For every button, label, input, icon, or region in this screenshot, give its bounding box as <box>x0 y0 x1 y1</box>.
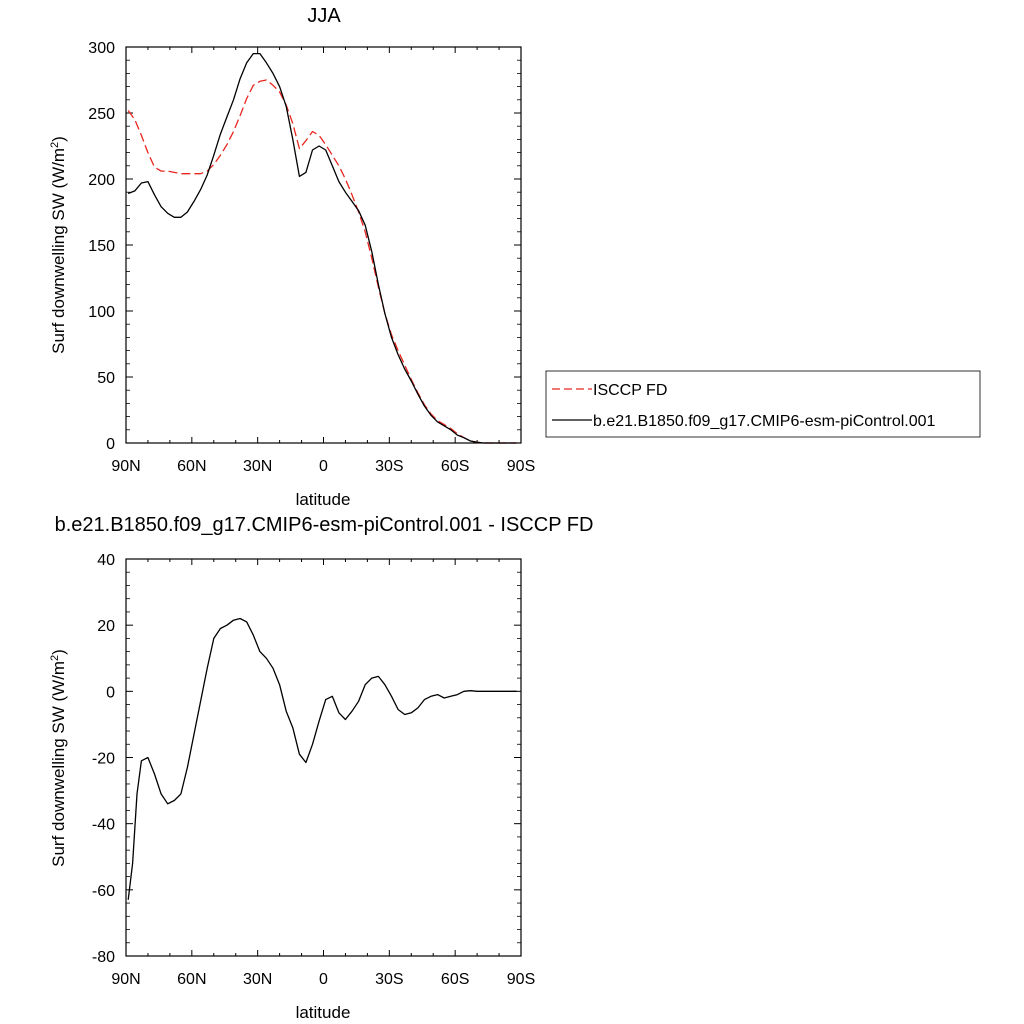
top-y-tick-label: 0 <box>106 436 115 453</box>
top-y-tick-label: 250 <box>88 106 115 123</box>
bottom-y-tick-label: -60 <box>92 883 115 900</box>
top-x-tick-label: 90N <box>111 458 140 475</box>
bottom-y-tick-label: 0 <box>106 684 115 701</box>
top-x-tick-label: 30S <box>375 458 403 475</box>
top-x-axis-label: latitude <box>296 490 351 509</box>
bottom-x-tick-label: 60S <box>441 971 469 988</box>
bottom-panel-chart: b.e21.B1850.f09_g17.CMIP6-esm-piControl.… <box>49 514 593 1022</box>
bottom-y-tick-label: -80 <box>92 949 115 966</box>
bottom-chart-title: b.e21.B1850.f09_g17.CMIP6-esm-piControl.… <box>55 514 594 536</box>
top-y-tick-label: 300 <box>88 40 115 57</box>
top-y-tick-label: 50 <box>97 370 115 387</box>
top-panel-chart: JJA 90N 60N 30N 0 30S 60S 90S 0 50 100 150 200 250 30… <box>49 5 981 509</box>
bottom-y-axis-label: Surf downwelling SW (W/m2) <box>49 649 68 867</box>
bottom-y-tick-label: 20 <box>97 618 115 635</box>
bottom-x-tick-label: 0 <box>319 971 328 988</box>
bottom-x-tick-label: 90N <box>111 971 140 988</box>
bottom-y-tick-label: -20 <box>92 751 115 768</box>
legend-box <box>545 370 981 438</box>
bottom-y-tick-label: -40 <box>92 817 115 834</box>
legend-label-isccp: ISCCP FD <box>593 382 667 399</box>
top-ticks <box>125 46 522 444</box>
bottom-series <box>127 617 517 900</box>
legend: ISCCP FD b.e21.B1850.f09_g17.CMIP6-esm-p… <box>545 370 981 438</box>
bottom-tick-labels: 90N 60N 30N 0 30S 60S 90S -80 -60 -40 -20 0 20 40 <box>92 552 535 988</box>
top-chart-title: JJA <box>307 5 341 27</box>
bottom-x-tick-label: 30S <box>375 971 403 988</box>
top-tick-labels: 90N 60N 30N 0 30S 60S 90S 0 50 100 150 200 250 300 <box>88 40 535 475</box>
top-y-axis-label: Surf downwelling SW (W/m2) <box>49 136 68 354</box>
top-series-line-isccp <box>127 79 517 444</box>
top-x-tick-label: 60N <box>177 458 206 475</box>
top-y-tick-label: 100 <box>88 304 115 321</box>
top-y-tick-label: 150 <box>88 238 115 255</box>
top-y-tick-label: 200 <box>88 172 115 189</box>
top-series-line-model <box>127 52 517 444</box>
bottom-y-tick-label: 40 <box>97 552 115 569</box>
top-x-tick-label: 60S <box>441 458 469 475</box>
top-x-tick-label: 90S <box>507 458 535 475</box>
bottom-x-axis-label: latitude <box>296 1003 351 1022</box>
legend-label-model: b.e21.B1850.f09_g17.CMIP6-esm-piControl.… <box>593 413 936 430</box>
bottom-ticks <box>125 558 522 957</box>
bottom-x-tick-label: 30N <box>243 971 272 988</box>
bottom-series-line-model <box>127 617 517 900</box>
top-x-tick-label: 0 <box>319 458 328 475</box>
bottom-x-tick-label: 90S <box>507 971 535 988</box>
top-plot-frame <box>125 46 522 444</box>
bottom-plot-frame <box>125 558 522 957</box>
top-x-tick-label: 30N <box>243 458 272 475</box>
top-series <box>127 52 517 444</box>
bottom-x-tick-label: 60N <box>177 971 206 988</box>
